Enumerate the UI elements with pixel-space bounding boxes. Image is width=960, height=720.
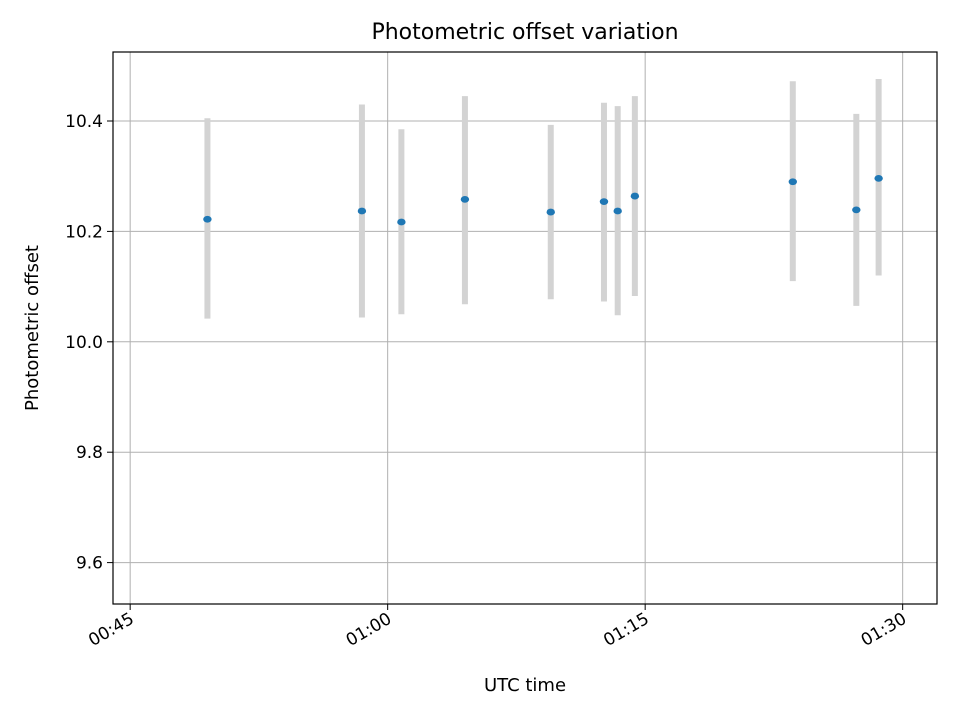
chart-title: Photometric offset variation: [371, 20, 678, 45]
data-point: [357, 207, 367, 215]
x-tick-label: 00:45: [85, 609, 137, 651]
data-points: [203, 175, 883, 226]
y-tick-label: 10.0: [65, 333, 103, 353]
data-point: [397, 218, 406, 226]
plot-frame: [112, 51, 938, 605]
x-tick-label: 01:00: [343, 609, 395, 651]
x-tick-label: 01:30: [858, 609, 910, 651]
data-point: [203, 215, 212, 223]
data-point: [852, 206, 861, 214]
data-point: [613, 207, 622, 215]
y-tick-label: 10.2: [65, 222, 103, 242]
y-axis-ticks: 9.6 9.8 10.0 10.2 10.4: [65, 112, 113, 574]
data-point: [546, 208, 555, 216]
data-point: [599, 198, 609, 205]
y-tick-label: 9.6: [76, 554, 103, 574]
x-axis-label: UTC time: [484, 675, 566, 696]
data-point: [460, 195, 470, 203]
y-tick-label: 10.4: [65, 112, 103, 132]
x-axis-ticks: 00:4501:0001:1501:3001:4502:0002:1502:30…: [85, 604, 910, 651]
x-tick-label: 01:15: [600, 609, 652, 651]
data-point: [874, 175, 883, 182]
data-point: [630, 192, 640, 200]
y-axis-label: Photometric offset: [22, 245, 43, 411]
y-tick-label: 9.8: [76, 443, 103, 463]
error-bars: [204, 79, 882, 319]
grid-lines: [113, 52, 937, 604]
data-point: [788, 178, 797, 186]
